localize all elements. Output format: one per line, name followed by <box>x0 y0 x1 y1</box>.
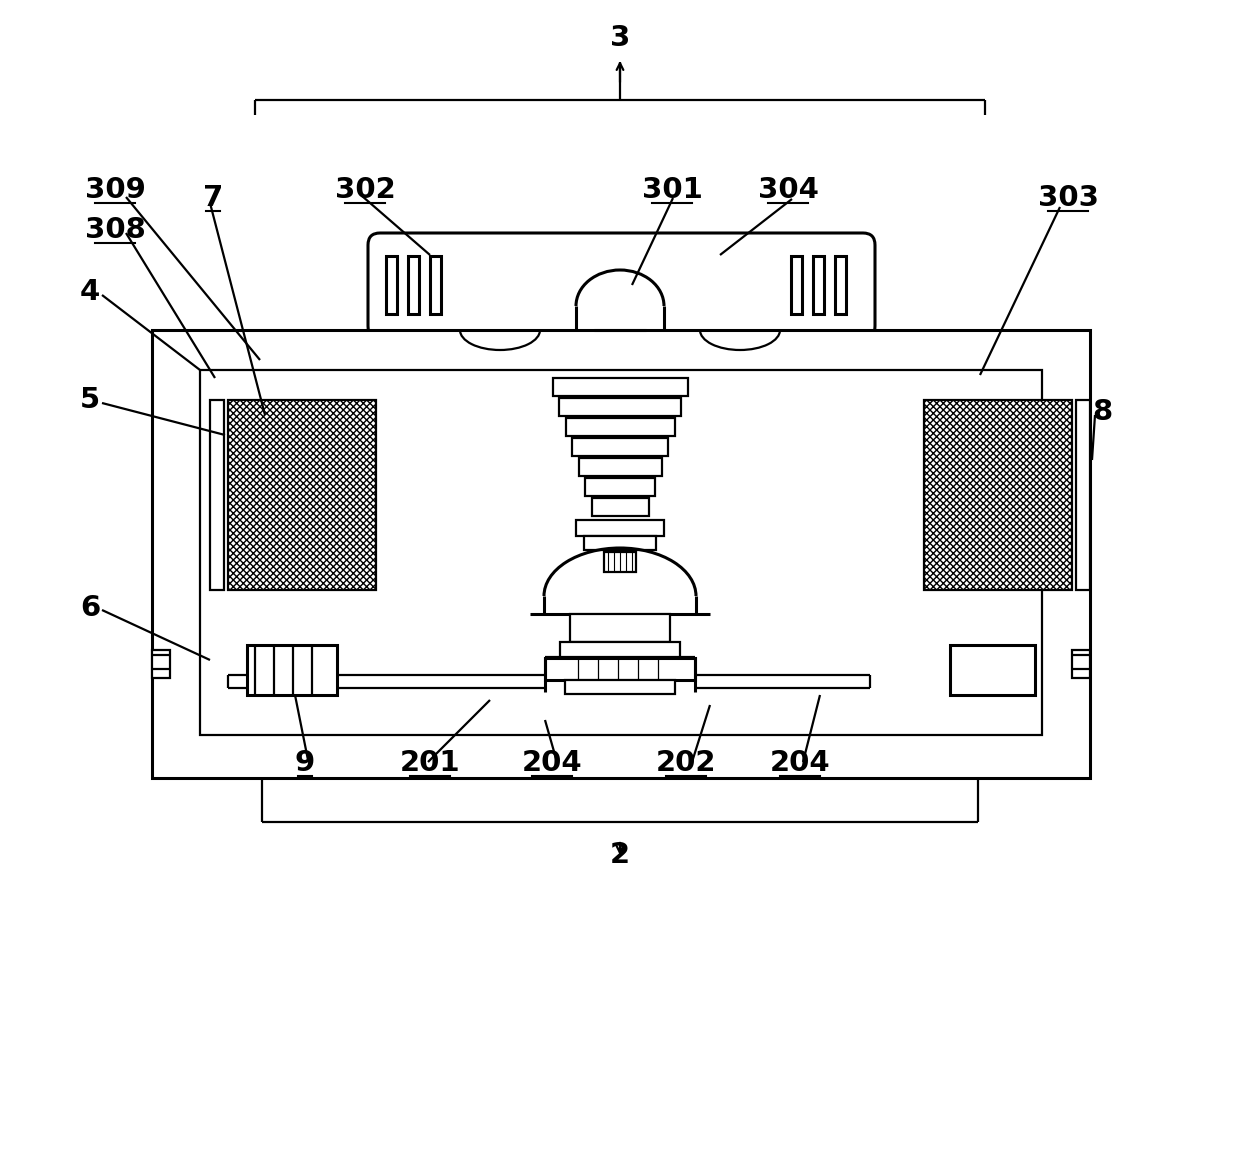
Bar <box>584 535 656 551</box>
Text: 7: 7 <box>203 184 223 212</box>
Bar <box>153 650 170 678</box>
Bar <box>582 338 658 352</box>
Bar <box>594 352 646 366</box>
Bar <box>924 400 1073 590</box>
Bar <box>565 418 675 436</box>
Bar <box>560 642 680 658</box>
Bar <box>835 256 846 314</box>
Text: 308: 308 <box>84 216 145 245</box>
Bar <box>553 378 688 396</box>
Text: 2: 2 <box>610 841 630 869</box>
Bar <box>546 658 694 680</box>
Text: 302: 302 <box>335 176 396 204</box>
Bar <box>153 330 1090 778</box>
Text: 202: 202 <box>656 749 717 777</box>
Bar <box>604 552 636 573</box>
Bar <box>791 256 802 314</box>
Bar <box>1073 650 1090 678</box>
Bar <box>565 680 675 694</box>
Bar <box>210 400 224 590</box>
Text: 4: 4 <box>79 278 100 306</box>
Bar <box>200 370 1042 735</box>
Bar <box>572 438 668 455</box>
Bar <box>408 256 419 314</box>
Text: 301: 301 <box>641 176 702 204</box>
Bar <box>430 256 441 314</box>
Bar <box>228 400 376 590</box>
Text: 204: 204 <box>770 749 831 777</box>
Text: 5: 5 <box>79 386 100 414</box>
Bar <box>591 498 649 516</box>
Bar <box>1076 400 1090 590</box>
Text: 303: 303 <box>1038 184 1099 212</box>
Text: 304: 304 <box>758 176 818 204</box>
Bar <box>813 256 825 314</box>
Bar <box>950 646 1035 695</box>
Text: 201: 201 <box>399 749 460 777</box>
Text: 309: 309 <box>84 176 145 204</box>
Text: 6: 6 <box>79 595 100 622</box>
Bar <box>579 458 662 476</box>
Text: 3: 3 <box>610 24 630 52</box>
Text: 9: 9 <box>295 749 315 777</box>
Bar <box>559 398 681 416</box>
Bar <box>577 520 663 535</box>
Text: 204: 204 <box>522 749 583 777</box>
FancyBboxPatch shape <box>368 233 875 338</box>
Bar <box>386 256 397 314</box>
Bar <box>585 478 655 496</box>
Text: 8: 8 <box>1092 398 1112 427</box>
Bar <box>570 614 670 642</box>
Bar <box>247 646 337 695</box>
